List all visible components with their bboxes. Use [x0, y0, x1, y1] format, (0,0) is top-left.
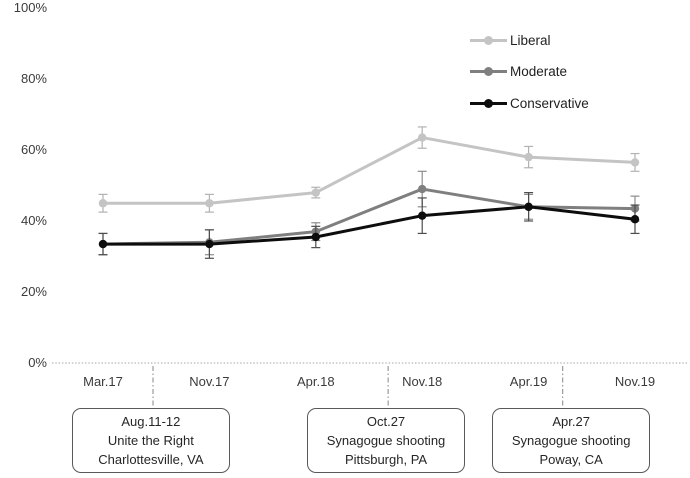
- liberal-data-point: [630, 158, 640, 167]
- y-axis-tick-label: 40%: [20, 213, 47, 228]
- moderate-data-point: [418, 184, 427, 194]
- conservative-data-point: [205, 239, 214, 249]
- conservative-data-point: [524, 202, 533, 211]
- x-axis-tick-label: Mar.17: [83, 374, 123, 389]
- x-axis-tick-label: Nov.19: [614, 374, 656, 389]
- legend-line-swatch: [470, 35, 507, 45]
- x-axis-tick-label: Nov.17: [189, 374, 230, 389]
- event-box-text: Poway, CA: [539, 452, 603, 467]
- legend-label: Conservative: [510, 95, 589, 111]
- event-box-text: Apr.27: [552, 414, 590, 429]
- event-box-0: Aug.11-12 Unite the Right Charlottesville,…: [71, 408, 230, 473]
- liberal-data-point: [311, 188, 320, 197]
- event-box-text: Charlottesville, VA: [98, 452, 204, 467]
- x-axis-tick-label: Apr.18: [297, 374, 335, 389]
- y-axis-tick-label: 60%: [20, 142, 47, 157]
- x-axis-tick-label: Nov.18: [402, 374, 443, 389]
- liberal-series-line: [101, 136, 637, 205]
- liberal-data-point: [205, 199, 214, 208]
- x-axis-tick-label: Apr.19: [509, 374, 548, 389]
- legend-item-moderate: Moderate: [470, 63, 567, 81]
- y-axis-tick-label: 0%: [28, 355, 47, 370]
- event-box-2: Apr.27 Synagogue shooting Poway, CA: [492, 408, 651, 473]
- legend-label: Moderate: [510, 64, 568, 79]
- conservative-data-point: [630, 215, 640, 224]
- y-axis-tick-label: 20%: [20, 284, 47, 299]
- y-axis-tick-label: 80%: [20, 71, 47, 86]
- legend-item-liberal: Liberal: [470, 31, 551, 49]
- y-axis-tick-label: 100%: [13, 0, 47, 15]
- liberal-data-point: [418, 133, 427, 142]
- legend-line-swatch: [470, 67, 507, 76]
- legend-line-swatch: [470, 98, 507, 108]
- liberal-data-point: [98, 199, 108, 208]
- event-box-text: Pittsburgh, PA: [344, 452, 428, 467]
- legend-marker-dot: [484, 98, 493, 108]
- event-box-text: Oct.27: [366, 414, 406, 429]
- conservative-data-point: [311, 232, 320, 242]
- event-box-text: Unite the Right: [107, 433, 194, 448]
- conservative-data-point: [98, 239, 108, 249]
- legend-item-conservative: Conservative: [470, 94, 589, 112]
- event-box-1: Oct.27 Synagogue shooting Pittsburgh, PA: [307, 408, 466, 473]
- conservative-series-line: [101, 205, 637, 246]
- conservative-data-point: [418, 211, 427, 220]
- event-box-text: Synagogue shooting: [511, 433, 631, 448]
- legend-marker-dot: [484, 67, 493, 76]
- event-box-text: Synagogue shooting: [326, 433, 446, 448]
- liberal-data-point: [524, 152, 533, 162]
- legend-label: Liberal: [510, 32, 551, 48]
- moderate-series-line: [101, 187, 637, 246]
- event-box-text: Aug.11-12: [121, 414, 181, 429]
- legend-marker-dot: [484, 35, 493, 45]
